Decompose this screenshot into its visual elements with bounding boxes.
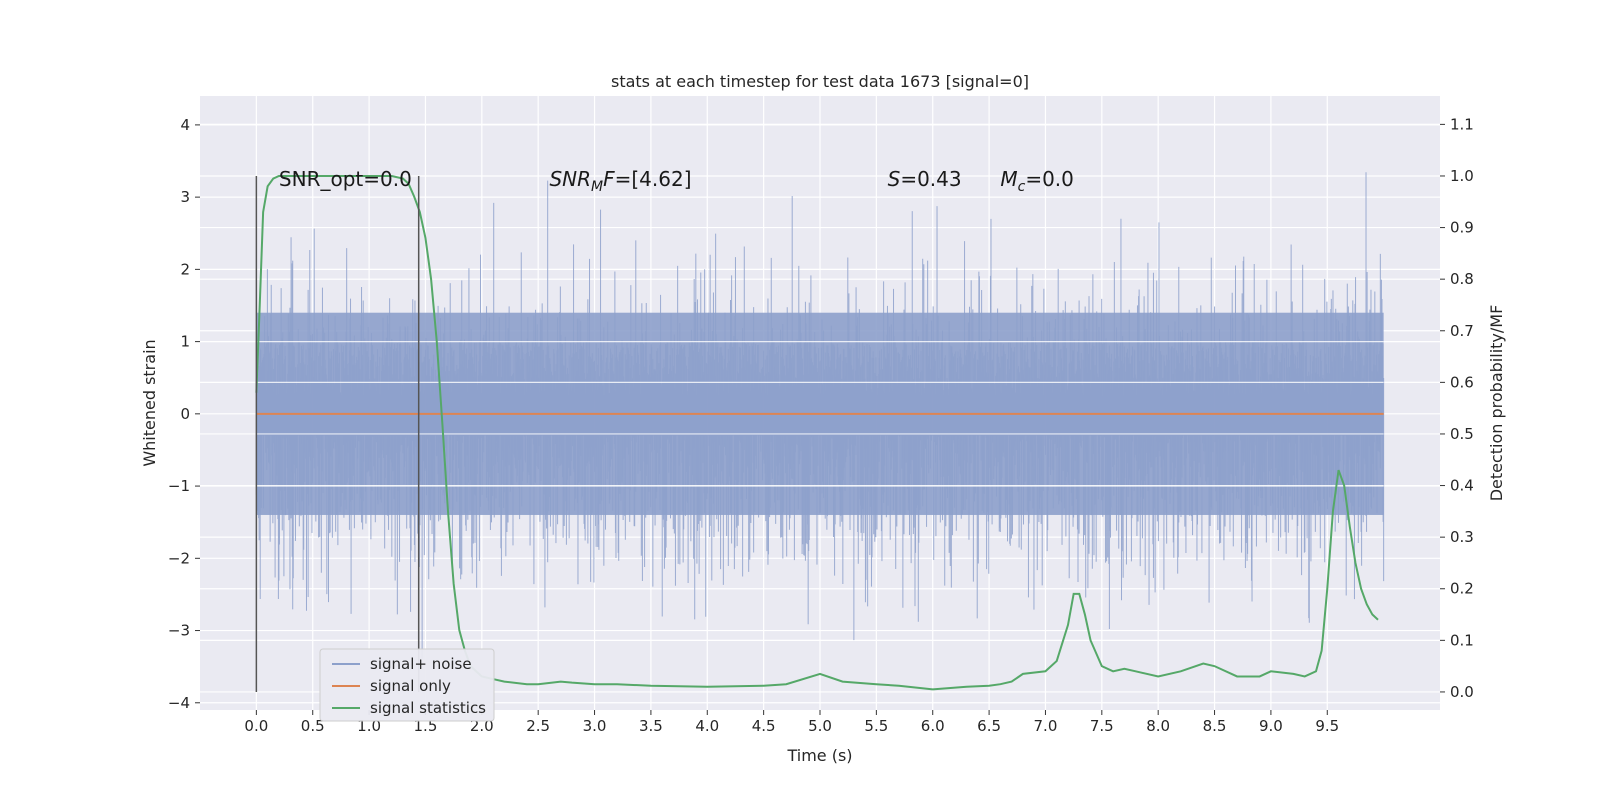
- legend-label: signal only: [370, 677, 451, 695]
- y-tick-label: −3: [168, 622, 190, 640]
- signal-statistics-line: [255, 174, 1379, 691]
- line-series: [255, 174, 1384, 692]
- x-tick-label: 5.5: [864, 717, 888, 735]
- annotation-mc-value: Mc=0.0: [1000, 167, 1074, 195]
- x-tick-label: 0.0: [244, 717, 268, 735]
- y2-tick-label: 0.4: [1450, 477, 1474, 495]
- x-tick-label: 3.5: [639, 717, 663, 735]
- legend-box: [319, 648, 495, 722]
- legend-label: signal+ noise: [370, 655, 472, 673]
- y-tick-label: −4: [168, 694, 190, 712]
- chart-title: stats at each timestep for test data 167…: [611, 72, 1029, 91]
- x-axis-label: Time (s): [786, 746, 852, 765]
- y2-tick-label: 1.0: [1450, 167, 1474, 185]
- x-tick-label: 9.5: [1315, 717, 1339, 735]
- annotation-snr-opt: SNR_opt=0.0: [279, 167, 412, 191]
- y2-tick-label: 0.1: [1450, 631, 1474, 649]
- y2-axis-label: Detection probability/MF: [1487, 305, 1506, 502]
- y-tick-label: 4: [180, 116, 190, 134]
- y-tick-label: 0: [180, 405, 190, 423]
- y2-tick-label: 0.2: [1450, 580, 1474, 598]
- annotation-snr-mf: SNRMF=[4.62]: [549, 167, 691, 195]
- annotations: SNR_opt=0.0 SNRMF=[4.62] S=0.43 Mc=0.0: [279, 167, 1074, 195]
- x-tick-label: 6.5: [977, 717, 1001, 735]
- axes: 0.0 0.5 1.0 1.5 2.0 2.5 3.0 3.5 4.0 4.5 5.0 5.5 6.0 6…: [168, 115, 1474, 735]
- y-tick-label: 2: [180, 260, 190, 278]
- y2-tick-label: 0.9: [1450, 219, 1474, 237]
- y-tick-label: −2: [168, 549, 190, 567]
- y2-tick-label: 0.0: [1450, 683, 1474, 701]
- y2-tick-label: 0.3: [1450, 528, 1474, 546]
- legend-label: signal statistics: [370, 699, 486, 717]
- x-tick-label: 4.5: [752, 717, 776, 735]
- y2-tick-label: 1.1: [1450, 115, 1474, 133]
- y-axis-label: Whitened strain: [140, 339, 159, 466]
- x-tick-label: 9.0: [1259, 717, 1283, 735]
- x-tick-label: 2.5: [526, 717, 550, 735]
- legend: signal+ noise signal only signal statistic…: [319, 648, 495, 722]
- x-tick-label: 3.0: [583, 717, 607, 735]
- y2-tick-label: 0.6: [1450, 373, 1474, 391]
- y2-tick-label: 0.8: [1450, 270, 1474, 288]
- x-tick-label: 0.5: [301, 717, 325, 735]
- y2-tick-label: 0.5: [1450, 425, 1474, 443]
- x-tick-label: 5.0: [808, 717, 832, 735]
- y-tick-label: −1: [168, 477, 190, 495]
- annotation-s-value: S=0.43: [888, 167, 962, 191]
- x-tick-label: 6.0: [921, 717, 945, 735]
- x-tick-label: 8.5: [1203, 717, 1227, 735]
- x-tick-label: 7.0: [1034, 717, 1058, 735]
- y-tick-label: 3: [180, 188, 190, 206]
- y2-tick-label: 0.7: [1450, 322, 1474, 340]
- x-tick-label: 7.5: [1090, 717, 1114, 735]
- x-tick-label: 4.0: [695, 717, 719, 735]
- x-tick-label: 8.0: [1146, 717, 1170, 735]
- y-tick-label: 1: [180, 333, 190, 351]
